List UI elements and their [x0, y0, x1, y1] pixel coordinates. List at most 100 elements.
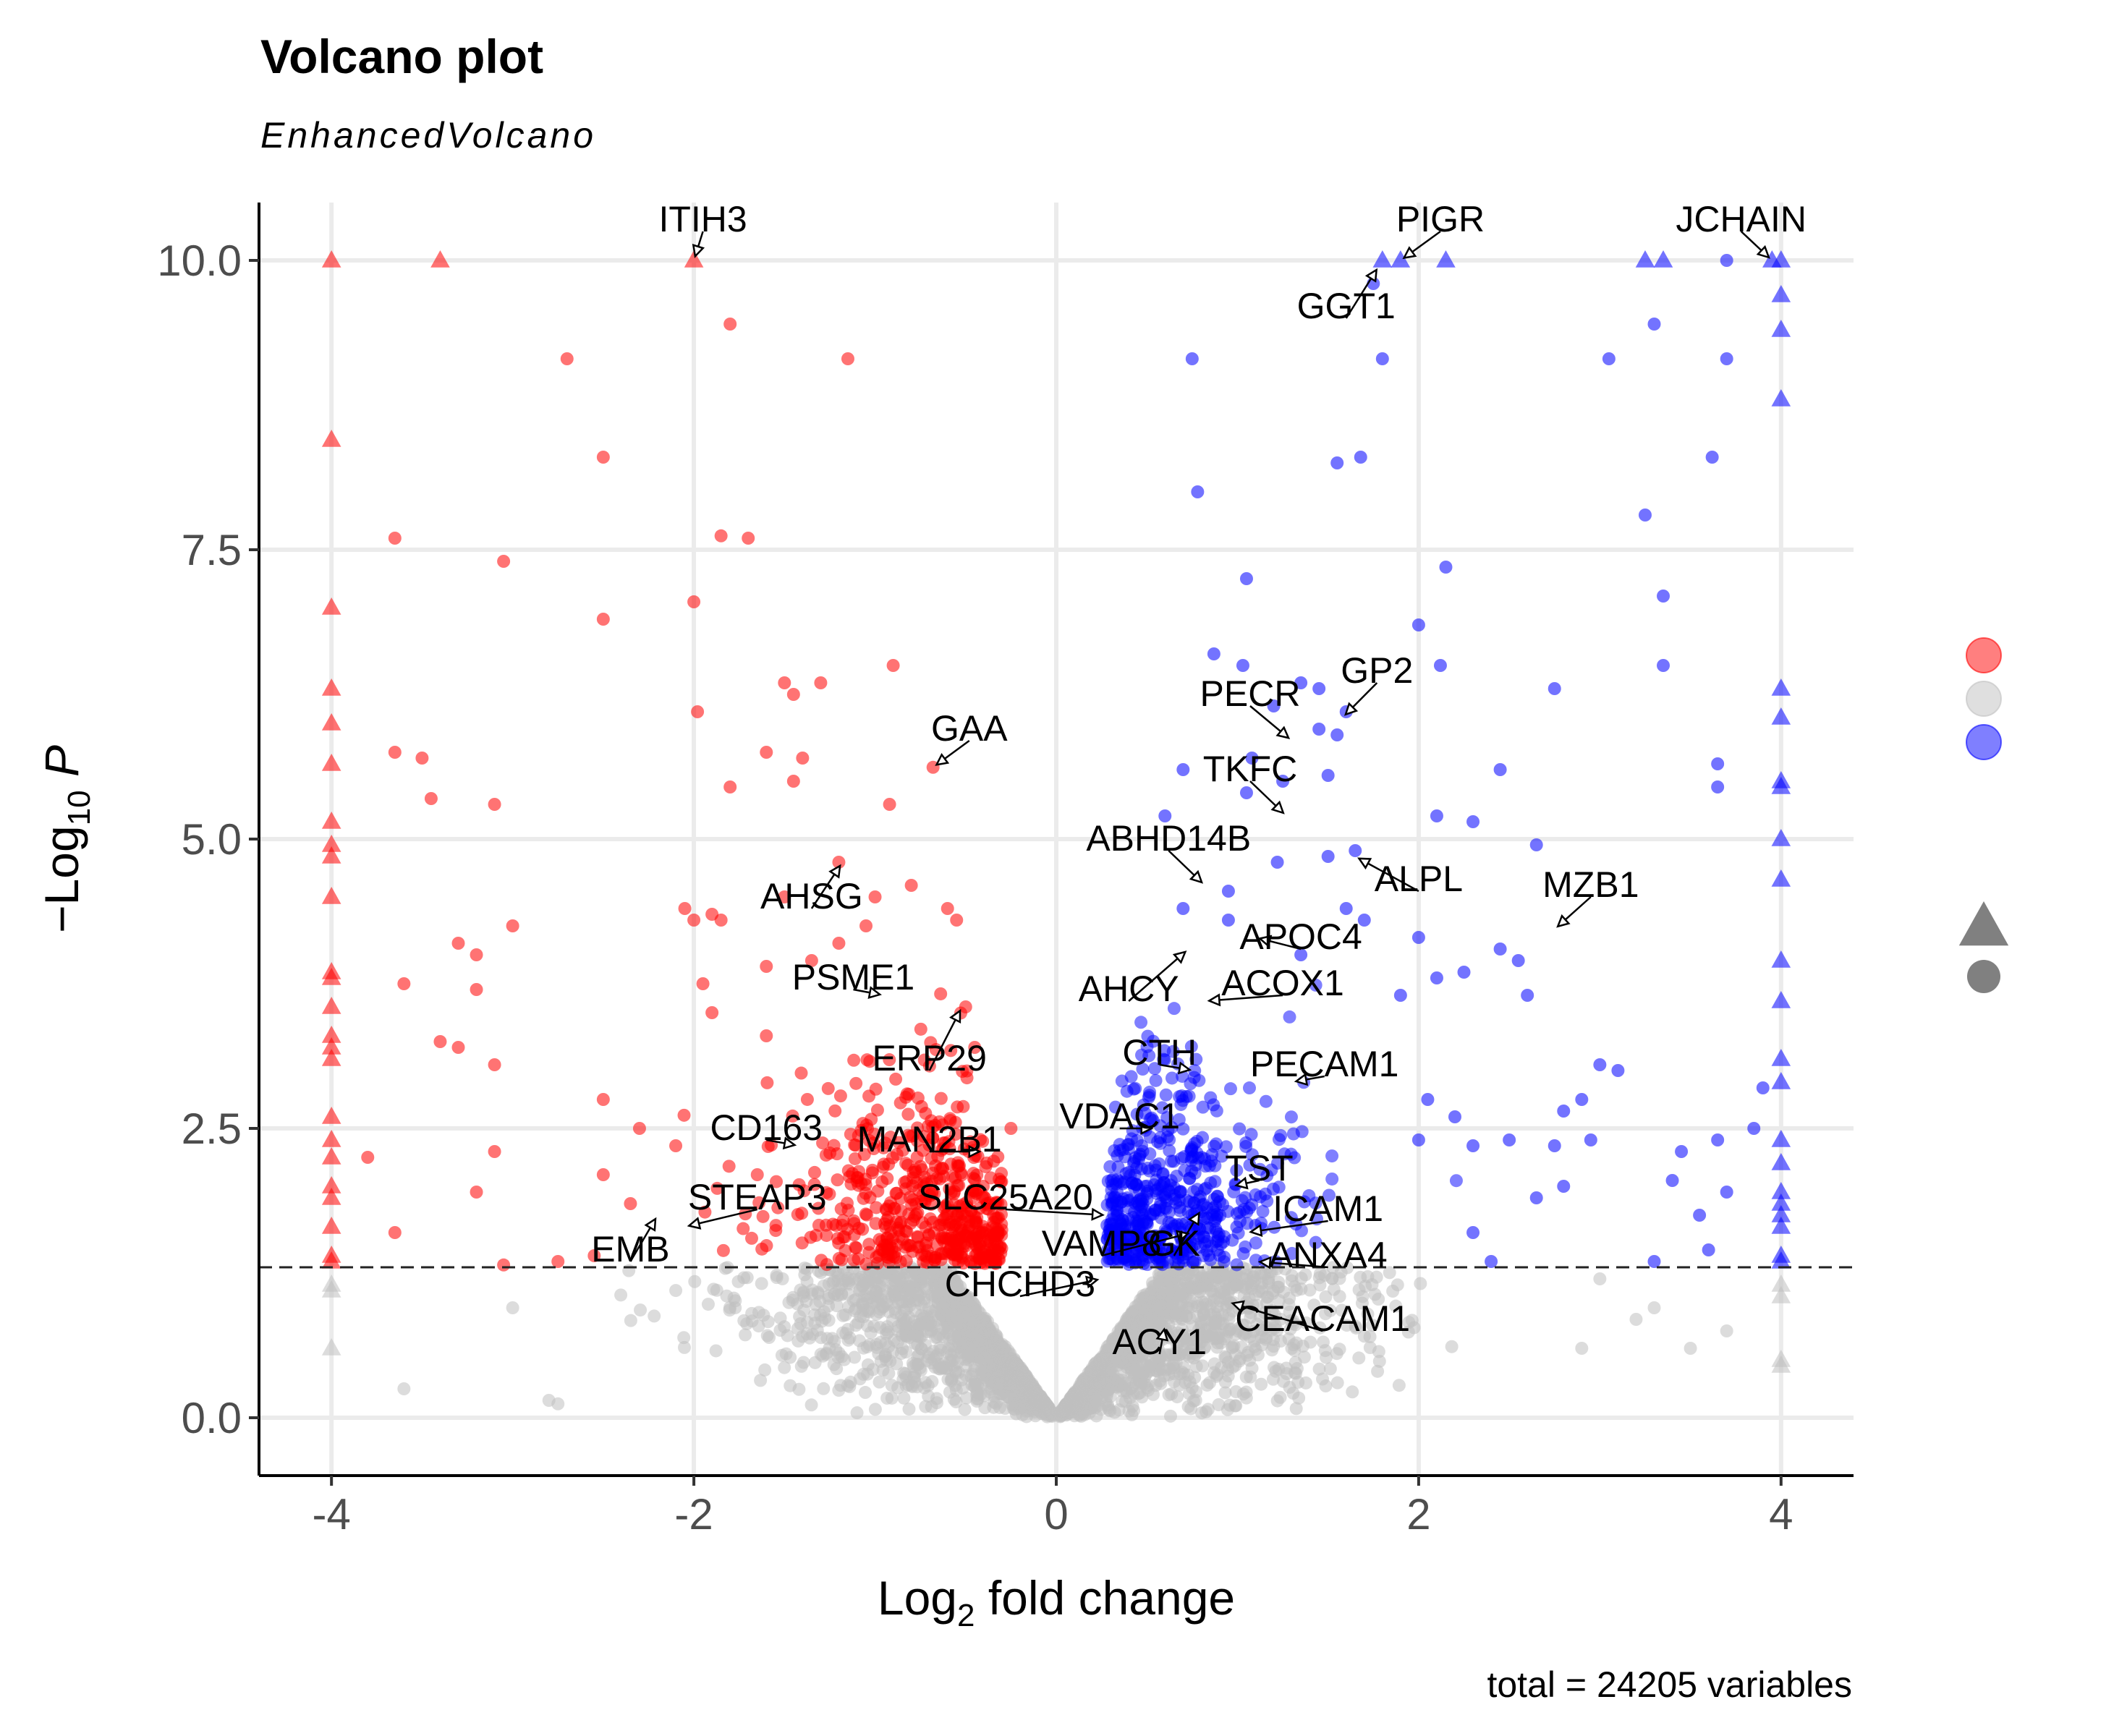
- point-down: [804, 954, 818, 967]
- point-down: [786, 1109, 799, 1123]
- point-up: [1323, 1188, 1336, 1202]
- point-down-triangle: [321, 997, 341, 1014]
- point-down: [956, 1239, 970, 1253]
- point-up: [1421, 1093, 1435, 1106]
- point-down: [916, 1144, 930, 1157]
- point-up: [1183, 1172, 1197, 1186]
- point-ns: [1121, 1340, 1134, 1354]
- point-ns: [1167, 1375, 1181, 1389]
- point-down: [829, 1219, 843, 1233]
- point-ns: [942, 1342, 956, 1356]
- point-down: [919, 1220, 933, 1234]
- point-ns: [707, 1282, 721, 1296]
- point-up: [1136, 1063, 1150, 1076]
- point-ns: [956, 1381, 969, 1395]
- x-axis-title: Log2 fold change: [878, 1571, 1235, 1633]
- point-ns: [841, 1379, 854, 1392]
- point-ns: [678, 1340, 692, 1354]
- point-ns: [1313, 1321, 1327, 1335]
- point-ns: [1002, 1390, 1016, 1404]
- point-ns: [1272, 1280, 1286, 1294]
- data-points: [321, 250, 1791, 1410]
- point-down: [975, 1252, 988, 1266]
- point-ns: [1244, 1311, 1257, 1324]
- point-ns: [975, 1350, 988, 1364]
- label-arrowhead: [1756, 244, 1770, 259]
- point-ns: [1265, 1343, 1279, 1357]
- point-ns: [1167, 1357, 1181, 1371]
- point-up: [1124, 1169, 1137, 1183]
- point-ns: [1010, 1370, 1024, 1384]
- point-ns: [832, 1282, 846, 1296]
- point-up: [1160, 1225, 1173, 1238]
- point-ns: [958, 1403, 972, 1416]
- point-ns: [1149, 1288, 1163, 1302]
- legend-key-circle: [1967, 960, 2000, 993]
- point-ns: [1268, 1308, 1281, 1322]
- point-ns-triangle: [1771, 1356, 1791, 1373]
- point-up: [1457, 966, 1471, 979]
- point-up: [1150, 1251, 1163, 1265]
- point-ns: [1090, 1409, 1103, 1423]
- point-down: [760, 1076, 774, 1089]
- point-down: [497, 555, 511, 568]
- point-ns: [755, 1277, 768, 1290]
- point-up: [1521, 989, 1534, 1002]
- label-arrowhead: [1187, 1211, 1200, 1226]
- point-ns: [784, 1379, 797, 1392]
- point-up: [1176, 902, 1190, 915]
- point-ns: [902, 1403, 916, 1416]
- label-connector: [1128, 950, 1186, 1002]
- point-down: [838, 1230, 852, 1244]
- label-arrowhead: [1364, 268, 1378, 283]
- point-down-triangle: [321, 1130, 341, 1147]
- point-up: [1143, 1085, 1157, 1099]
- label-arrowhead: [687, 1217, 702, 1230]
- point-up-triangle: [1771, 320, 1791, 337]
- point-down: [870, 1201, 883, 1214]
- point-up: [1705, 451, 1719, 464]
- legend-key-ns: [1966, 681, 2002, 717]
- point-up: [1152, 1241, 1166, 1255]
- point-up: [1197, 1230, 1210, 1243]
- point-up: [1191, 485, 1205, 498]
- point-ns: [886, 1345, 900, 1358]
- point-ns: [1371, 1364, 1385, 1378]
- point-ns: [949, 1296, 963, 1310]
- point-down: [951, 1156, 965, 1170]
- point-ns: [1241, 1345, 1255, 1359]
- point-down: [769, 1175, 783, 1188]
- point-ns: [1228, 1348, 1242, 1361]
- point-ns: [1402, 1316, 1416, 1329]
- point-down: [934, 987, 948, 1000]
- point-ns: [1352, 1351, 1366, 1365]
- gene-label: PIGR: [1396, 199, 1485, 239]
- point-ns: [1354, 1270, 1367, 1284]
- point-ns: [1252, 1285, 1265, 1298]
- point-ns: [993, 1352, 1007, 1366]
- point-ns: [1280, 1367, 1294, 1381]
- point-ns: [977, 1334, 990, 1348]
- gene-label: MAN2B1: [857, 1119, 1002, 1160]
- point-ns: [1245, 1361, 1259, 1375]
- point-ns: [1269, 1364, 1283, 1378]
- point-up: [1354, 451, 1367, 464]
- label-arrowhead: [1270, 800, 1285, 814]
- point-down: [796, 752, 810, 765]
- point-down: [899, 1157, 913, 1170]
- point-ns: [970, 1392, 984, 1406]
- label-arrowhead: [1230, 1300, 1245, 1313]
- point-down: [870, 1251, 883, 1264]
- point-up: [1149, 1073, 1163, 1087]
- point-ns: [940, 1361, 954, 1375]
- point-ns: [1214, 1361, 1228, 1374]
- point-ns: [1181, 1369, 1195, 1382]
- point-down: [771, 1201, 785, 1214]
- label-arrowhead: [968, 1144, 982, 1159]
- point-ns: [1179, 1309, 1193, 1323]
- point-down: [859, 1173, 873, 1186]
- point-down: [596, 1093, 610, 1106]
- point-ns: [945, 1313, 959, 1327]
- point-ns: [831, 1270, 845, 1284]
- point-up: [1126, 1211, 1140, 1225]
